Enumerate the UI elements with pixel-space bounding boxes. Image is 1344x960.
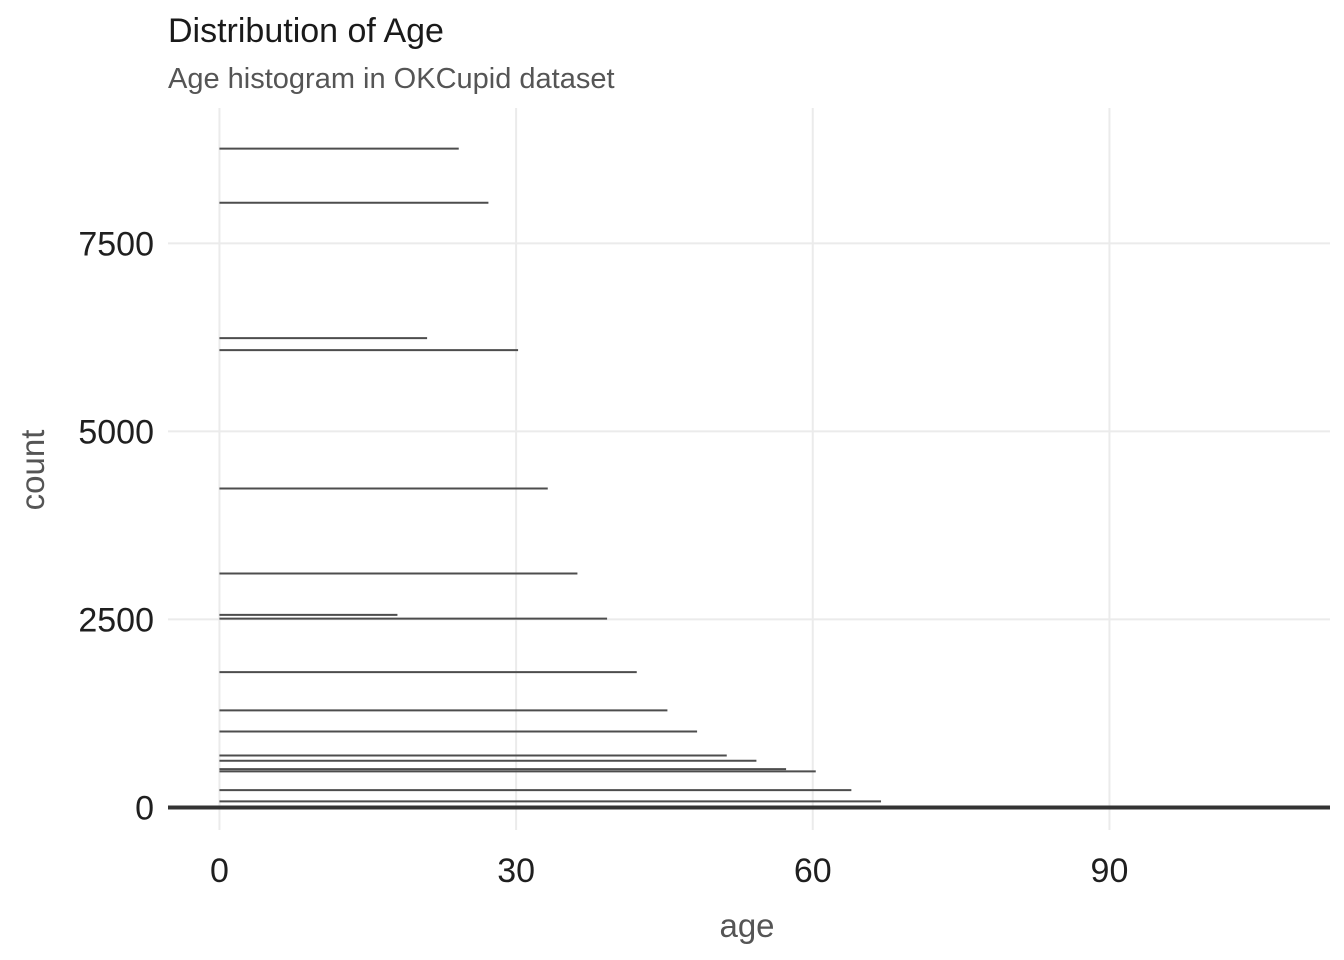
y-tick-label: 2500 — [78, 601, 154, 639]
x-tick-label: 30 — [497, 852, 535, 890]
x-tick-label: 60 — [794, 852, 832, 890]
tick-labels: 0 30 60 90 0 2500 5000 7500 — [78, 225, 1128, 890]
x-tick-label: 90 — [1091, 852, 1129, 890]
y-tick-label: 0 — [135, 789, 154, 827]
chart-subtitle: Age histogram in OKCupid dataset — [168, 63, 615, 95]
data-segments — [168, 147, 1330, 810]
y-tick-label: 5000 — [78, 413, 154, 451]
x-tick-label: 0 — [210, 852, 229, 890]
chart-title: Distribution of Age — [168, 12, 444, 50]
y-axis-title: count — [14, 430, 51, 511]
grid-lines — [168, 108, 1330, 830]
y-tick-label: 7500 — [78, 225, 154, 263]
x-axis-title: age — [719, 907, 774, 944]
